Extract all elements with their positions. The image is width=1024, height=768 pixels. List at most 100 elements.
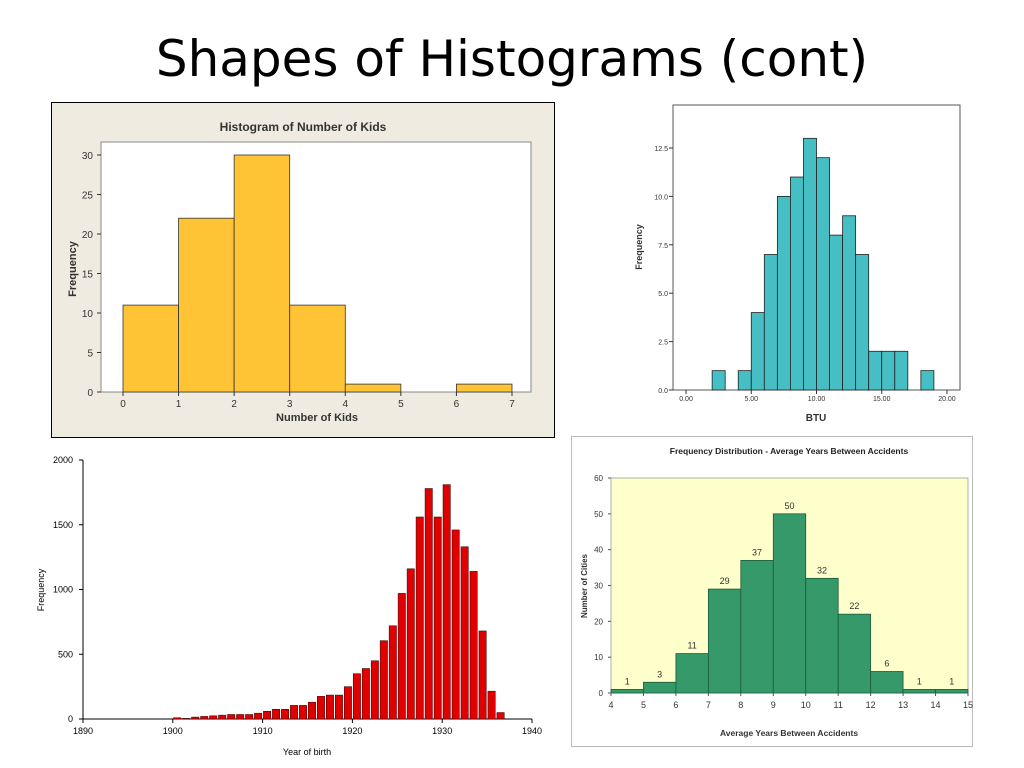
x-tick-label: 7 <box>706 700 711 710</box>
y-tick-label: 10 <box>82 309 94 320</box>
y-tick-label: 5.0 <box>658 291 668 298</box>
bar <box>281 709 289 720</box>
slide-title: Shapes of Histograms (cont) <box>155 30 869 88</box>
y-tick-label: 2000 <box>53 455 73 465</box>
data-label: 50 <box>784 501 794 511</box>
y-tick-label: 0.0 <box>658 388 668 395</box>
bar <box>881 350 896 391</box>
y-tick-label: 7.5 <box>658 243 668 250</box>
bar <box>610 689 644 694</box>
chart-years-between-accidents: Frequency Distribution - Average Years B… <box>571 436 973 747</box>
bar <box>711 370 726 391</box>
bar <box>245 714 254 720</box>
y-tick-label: 0 <box>87 388 93 399</box>
bar <box>460 546 469 720</box>
bar <box>805 577 839 694</box>
x-tick-label: 5 <box>641 700 646 710</box>
x-tick-label: 1 <box>176 399 182 410</box>
x-tick-label: 6 <box>673 700 678 710</box>
y-tick-label: 40 <box>594 546 603 555</box>
y-tick-label: 0 <box>68 714 73 724</box>
data-label: 37 <box>752 547 762 557</box>
bar <box>829 234 843 391</box>
bar <box>433 516 442 720</box>
x-tick-label: 9 <box>771 700 776 710</box>
x-tick-label: 1940 <box>522 726 542 736</box>
x-tick-label: 1910 <box>253 726 273 736</box>
bar <box>456 383 513 393</box>
bar <box>868 350 883 391</box>
bar <box>406 568 415 720</box>
bar <box>478 630 487 720</box>
y-tick-label: 15 <box>82 270 94 281</box>
chart-year-of-birth: 0 500 1000 1500 2000 1890 1900 1910 1920 1930 1940… <box>36 455 542 757</box>
bar <box>842 215 857 391</box>
bar <box>254 712 263 720</box>
data-label: 1 <box>917 676 922 686</box>
bar <box>469 571 478 720</box>
x-tick-label: 4 <box>343 399 349 410</box>
bar <box>200 716 209 720</box>
y-tick-label: 60 <box>594 474 603 483</box>
x-tick-label: 1900 <box>163 726 183 736</box>
bar <box>894 350 909 391</box>
bar <box>442 484 451 720</box>
bar <box>191 716 200 720</box>
y-tick-label: 20 <box>82 230 94 241</box>
bar <box>803 137 817 391</box>
x-tick-label: 15 <box>963 700 973 710</box>
bar <box>675 653 709 694</box>
data-label: 6 <box>884 659 889 669</box>
bar <box>290 705 298 720</box>
x-tick-label: 2 <box>231 399 237 410</box>
bar <box>379 640 388 720</box>
data-label: 32 <box>817 565 827 575</box>
bar <box>317 696 325 720</box>
data-label: 3 <box>657 669 662 679</box>
bar <box>707 588 742 694</box>
y-tick-label: 30 <box>594 582 603 591</box>
bar <box>326 694 334 720</box>
y-axis-label: Frequency <box>634 224 644 270</box>
bar <box>209 715 218 720</box>
bar <box>227 714 236 720</box>
bar <box>343 686 352 720</box>
x-axis-label: Average Years Between Accidents <box>720 728 858 738</box>
x-tick-label: 0 <box>120 399 126 410</box>
x-tick-label: 1890 <box>73 726 93 736</box>
y-tick-label: 25 <box>82 191 94 202</box>
bar <box>496 712 505 720</box>
bar <box>451 529 460 720</box>
chart-title: Histogram of Number of Kids <box>220 120 387 134</box>
x-tick-label: 1920 <box>342 726 362 736</box>
data-label: 1 <box>625 676 630 686</box>
x-tick-label: 15.00 <box>873 396 891 403</box>
bar <box>272 709 281 720</box>
x-tick-label: 3 <box>287 399 293 410</box>
bar <box>643 681 677 694</box>
x-tick-label: 14 <box>931 700 941 710</box>
x-tick-label: 20.00 <box>938 396 956 403</box>
bar <box>415 516 424 720</box>
y-tick-label: 0 <box>599 689 604 698</box>
y-tick-label: 5 <box>87 349 93 360</box>
bar <box>855 254 870 391</box>
y-tick-label: 30 <box>82 151 94 162</box>
bar <box>370 660 379 720</box>
data-label: 11 <box>687 641 696 651</box>
bar <box>218 714 227 720</box>
x-axis-label: Number of Kids <box>276 412 358 424</box>
y-tick-label: 500 <box>58 649 73 659</box>
bar <box>173 717 182 720</box>
x-tick-label: 13 <box>898 700 908 710</box>
x-axis-label: Year of birth <box>283 747 331 757</box>
bar <box>388 625 397 720</box>
y-tick-label: 10 <box>594 653 603 662</box>
bar <box>763 254 778 391</box>
x-tick-label: 6 <box>454 399 460 410</box>
bar <box>737 370 752 391</box>
bar <box>816 157 830 391</box>
bar <box>361 668 370 720</box>
bar <box>236 714 245 720</box>
x-tick-label: 11 <box>834 700 843 710</box>
